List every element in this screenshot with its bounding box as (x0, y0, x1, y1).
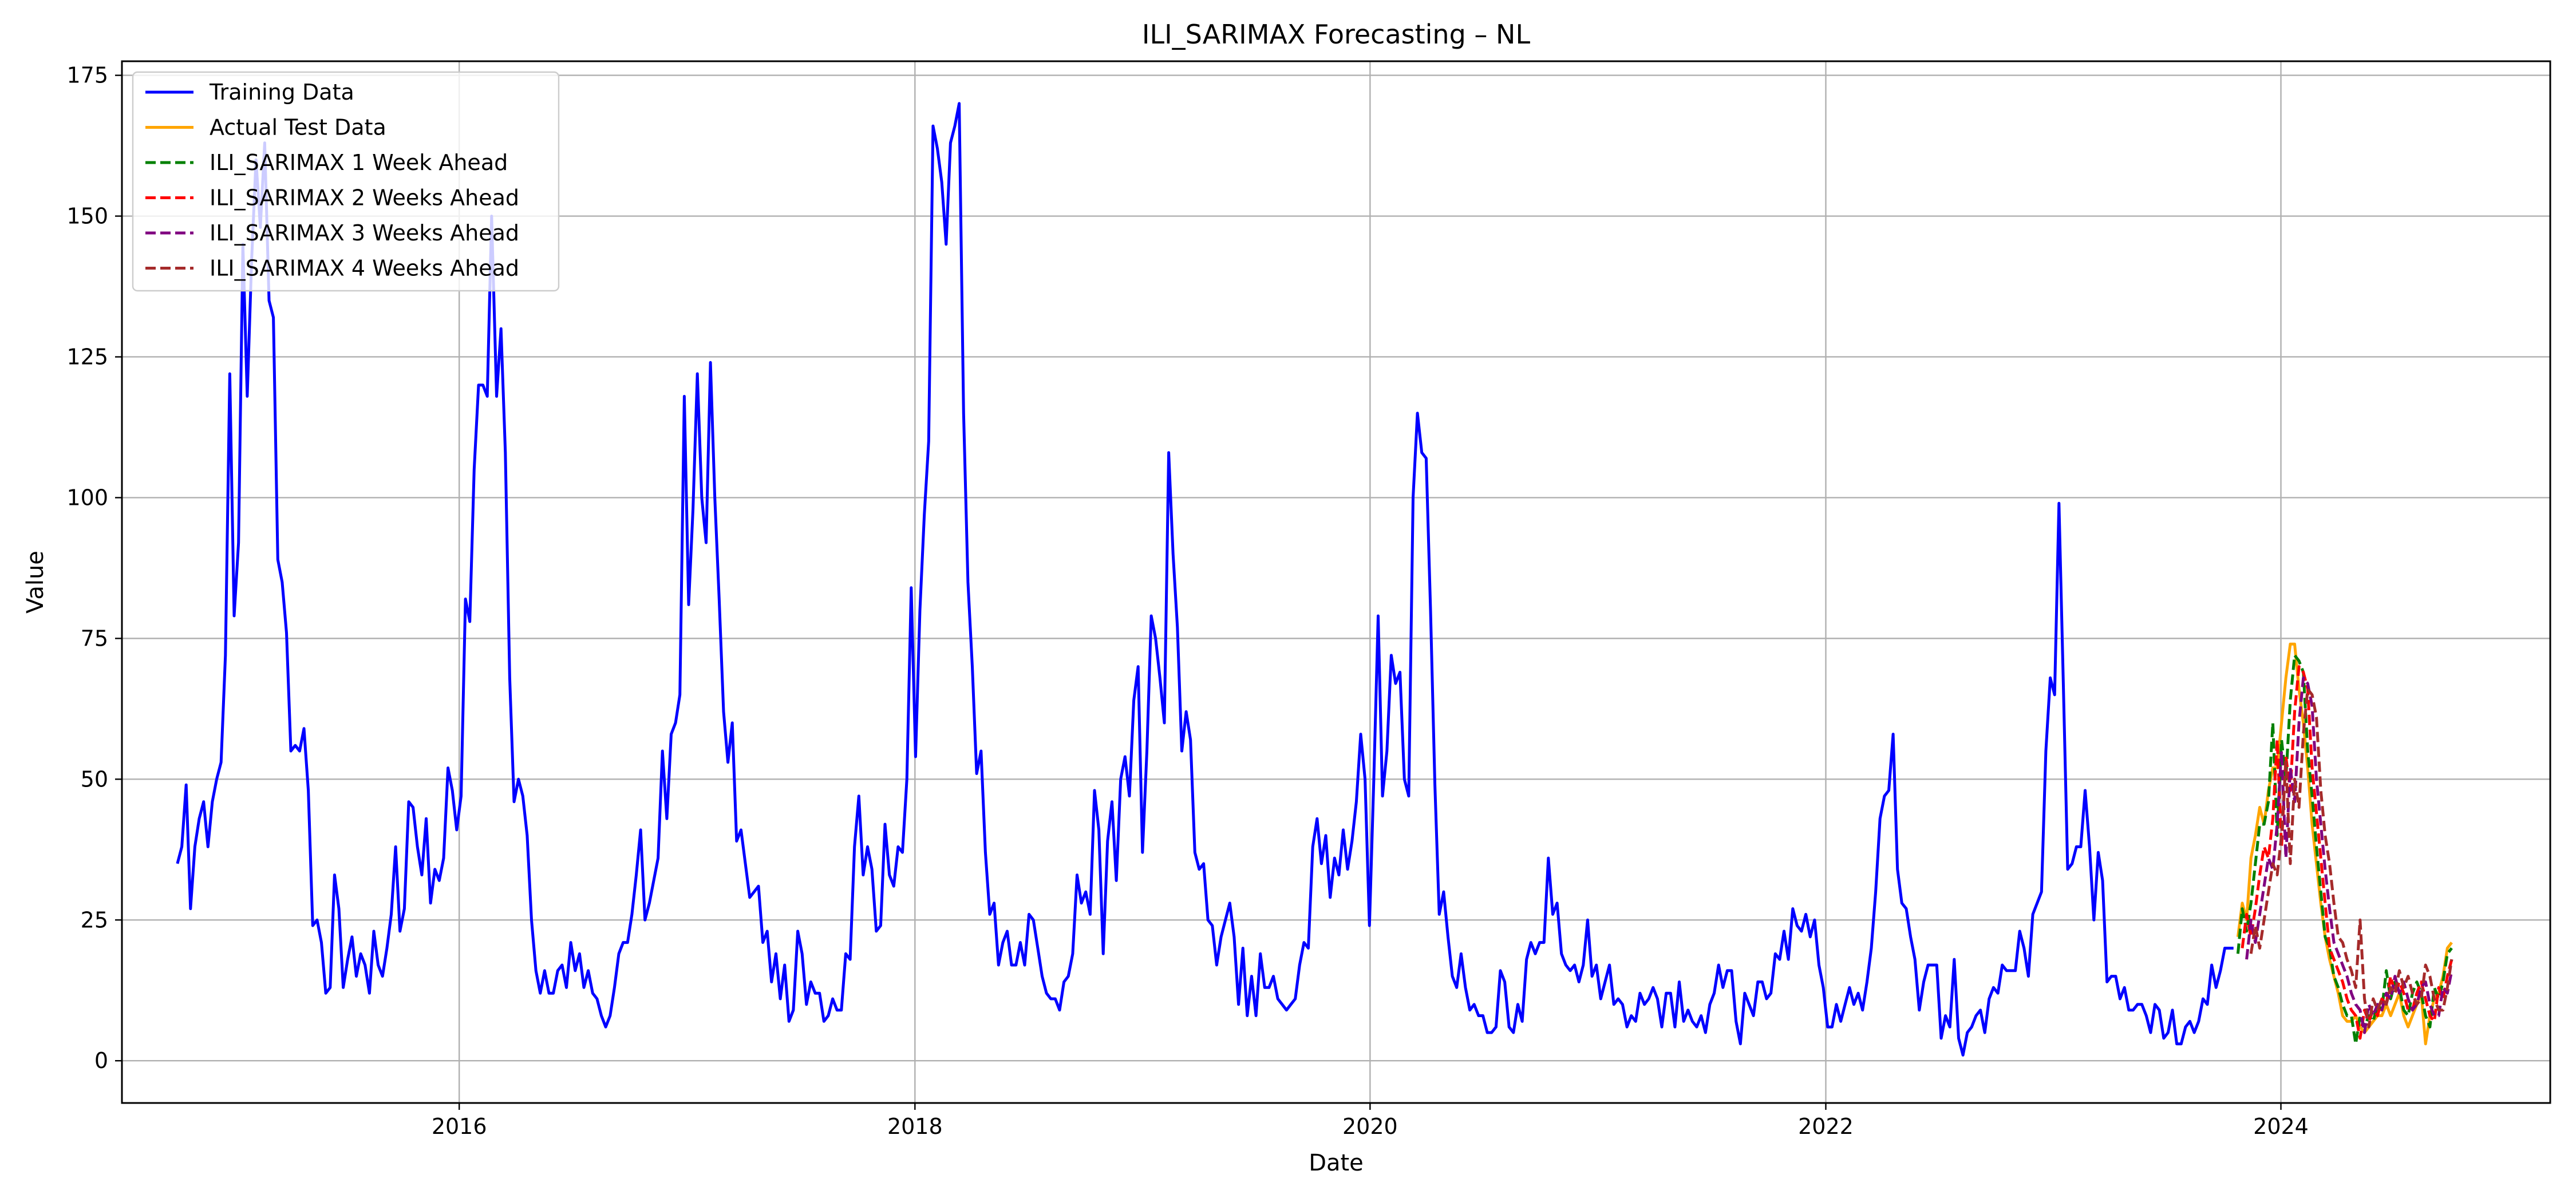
series-line-3 (2236, 654, 2453, 1046)
legend-label-1: Training Data (209, 80, 354, 105)
x-tick-label: 2022 (1798, 1114, 1854, 1139)
y-tick-label: 75 (81, 626, 108, 651)
legend-label-4: ILI_SARIMAX 2 Weeks Ahead (210, 185, 519, 211)
x-tick-label: 2018 (887, 1114, 943, 1139)
series-line-5 (2245, 676, 2453, 1034)
x-axis-label: Date (1309, 1150, 1364, 1176)
y-tick-label: 100 (66, 485, 108, 510)
y-axis-label: Value (22, 551, 49, 614)
legend-label-6: ILI_SARIMAX 4 Weeks Ahead (210, 256, 519, 281)
series-line-6 (2249, 687, 2453, 1029)
legend: Training Data Actual Test Data ILI_SARIMAX… (132, 71, 560, 292)
y-tick-label: 0 (94, 1048, 108, 1073)
y-tick-label: 125 (66, 344, 108, 369)
series-line-4 (2241, 665, 2453, 1040)
y-tick-label: 175 (66, 63, 108, 88)
y-tick-label: 25 (81, 907, 108, 932)
x-tick-label: 2016 (432, 1114, 487, 1139)
legend-label-5: ILI_SARIMAX 3 Weeks Ahead (210, 220, 519, 246)
y-tick-label: 150 (66, 204, 108, 229)
x-tick-label: 2020 (1342, 1114, 1398, 1139)
plot-series (176, 102, 2453, 1057)
y-tick-label: 50 (81, 766, 108, 792)
axes-frame (121, 60, 2551, 1104)
series-line-1 (176, 102, 2234, 1057)
legend-box (132, 71, 560, 292)
legend-label-2: Actual Test Data (210, 115, 386, 140)
chart-title: ILI_SARIMAX Forecasting – NL (1142, 19, 1531, 50)
axis-ticks: 2016 2018 2020 2022 2024 0 25 50 75 100 125 150 175 (66, 63, 2308, 1139)
grid (122, 61, 2550, 1103)
legend-label-3: ILI_SARIMAX 1 Week Ahead (210, 150, 508, 175)
x-tick-label: 2024 (2253, 1114, 2309, 1139)
